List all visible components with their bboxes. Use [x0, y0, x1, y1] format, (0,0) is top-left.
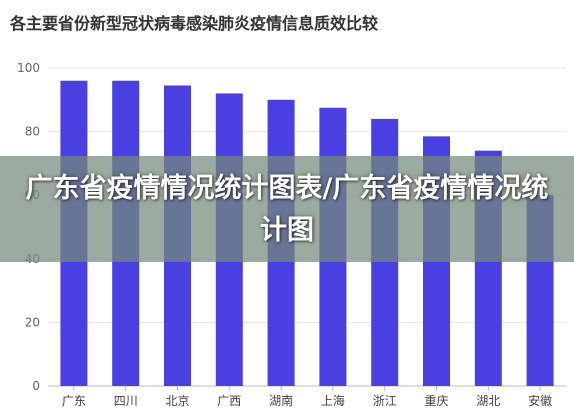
x-tick-label: 重庆: [424, 394, 448, 408]
x-tick-label: 湖北: [476, 393, 500, 408]
x-tick-label: 广东: [62, 394, 86, 408]
y-tick-label: 100: [17, 61, 40, 75]
y-tick-label: 0: [32, 379, 40, 393]
x-tick-label: 广西: [217, 394, 241, 408]
x-tick-label: 安徽: [528, 393, 552, 408]
x-tick-label: 上海: [321, 393, 345, 408]
chart-title: 各主要省份新型冠状病毒感染肺炎疫情信息质效比较: [10, 14, 379, 33]
x-tick-label: 北京: [165, 394, 189, 408]
x-tick-label: 四川: [114, 394, 138, 408]
banner-text: 广东省疫情情况统计图表/广东省疫情情况统计图: [25, 173, 549, 246]
y-tick-label: 80: [25, 125, 40, 139]
y-tick-label: 20: [25, 315, 40, 329]
x-axis-tick-labels: 广东 四川 北京 广西 湖南 上海 浙江 重庆 湖北 安徽: [62, 386, 552, 408]
x-tick-label: 浙江: [373, 394, 397, 408]
x-tick-label: 湖南: [269, 393, 293, 408]
watermark-banner: 广东省疫情情况统计图表/广东省疫情情况统计图: [0, 156, 574, 262]
